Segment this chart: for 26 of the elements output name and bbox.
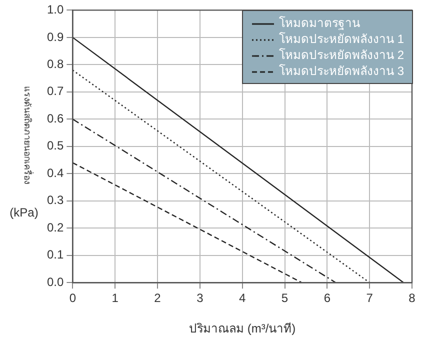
y-tick-label: 1.0 [46, 2, 64, 17]
y-tick-label: 0.1 [46, 248, 64, 262]
x-tick-label: 4 [238, 291, 246, 306]
y-tick-label: 0.5 [46, 138, 64, 153]
x-tick-label: 1 [112, 291, 119, 306]
x-tick-label: 3 [196, 291, 204, 306]
legend-label: โหมดประหยัดพลังงาน 1 [279, 32, 404, 46]
x-tick-label: 7 [366, 291, 374, 306]
x-tick-label: 2 [154, 291, 162, 306]
y-tick-label: 0.2 [46, 220, 64, 234]
x-tick-label: 8 [408, 291, 416, 306]
x-axis-title: ปริมาณลม (m³/นาที) [189, 322, 296, 336]
x-tick-label: 5 [281, 291, 288, 306]
legend-label: โหมดประหยัดพลังงาน 3 [279, 64, 404, 78]
y-tick-label: 0.7 [46, 84, 64, 98]
y-tick-label: 0.3 [46, 193, 64, 208]
x-tick-label: 6 [324, 291, 331, 306]
y-tick-label: 0.0 [46, 274, 64, 289]
x-tick-label: 0 [69, 291, 76, 306]
text: แรงดันสถิตภายนอกเครื่อง (kPa) [10, 86, 38, 220]
legend-label: โหมดมาตรฐาน [279, 16, 360, 30]
y-tick-label: 0.9 [46, 30, 64, 44]
y-tick-label: 0.6 [46, 111, 64, 126]
y-tick-label: 0.8 [46, 56, 64, 71]
y-tick-label: 0.4 [46, 166, 64, 180]
legend-label: โหมดประหยัดพลังงาน 2 [279, 48, 404, 62]
